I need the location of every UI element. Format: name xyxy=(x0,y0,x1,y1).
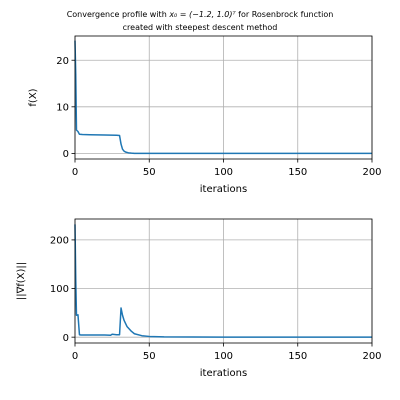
x-axis-label-bottom: iterations xyxy=(200,368,247,379)
x-tick-label: 200 xyxy=(362,351,381,362)
figure-title-line2: created with steepest descent method xyxy=(122,23,278,32)
x-axis-label-top: iterations xyxy=(200,184,247,195)
x-tick-label: 0 xyxy=(72,167,78,178)
title-math: x₀ = (−1.2, 1.0)ᵀ xyxy=(169,10,236,19)
y-axis-label-bottom: ||∇f(X)|| xyxy=(16,262,27,300)
y-tick-label: 0 xyxy=(63,333,69,344)
x-tick-label: 150 xyxy=(288,167,307,178)
axes-bottom: 0 50 100 150 200 0 100 200 iterations ||∇f(X)|| xyxy=(16,218,382,379)
x-tick-label: 100 xyxy=(214,167,233,178)
y-tick-label: 20 xyxy=(56,56,69,67)
y-tick-label: 10 xyxy=(56,102,69,113)
series-line-top xyxy=(74,40,372,155)
axes-top: 0 50 100 150 200 0 10 20 iterations f(X) xyxy=(28,35,382,195)
x-tick-label: 200 xyxy=(362,167,381,178)
x-tick-label: 50 xyxy=(143,351,156,362)
y-tick-label: 100 xyxy=(50,284,69,295)
y-tick-label: 200 xyxy=(50,236,69,247)
x-tick-label: 50 xyxy=(143,167,156,178)
series-line-bottom xyxy=(74,224,372,338)
x-tick-label: 150 xyxy=(288,351,307,362)
y-tick-label: 0 xyxy=(63,149,69,160)
x-tick-label: 0 xyxy=(72,351,78,362)
y-axis-label-top: f(X) xyxy=(28,88,39,106)
title-suffix: for Rosenbrock function xyxy=(235,10,334,19)
figure-title-line1: Convergence profile with x₀ = (−1.2, 1.0… xyxy=(0,10,400,20)
x-tick-label: 100 xyxy=(214,351,233,362)
title-prefix: Convergence profile with xyxy=(66,10,170,19)
